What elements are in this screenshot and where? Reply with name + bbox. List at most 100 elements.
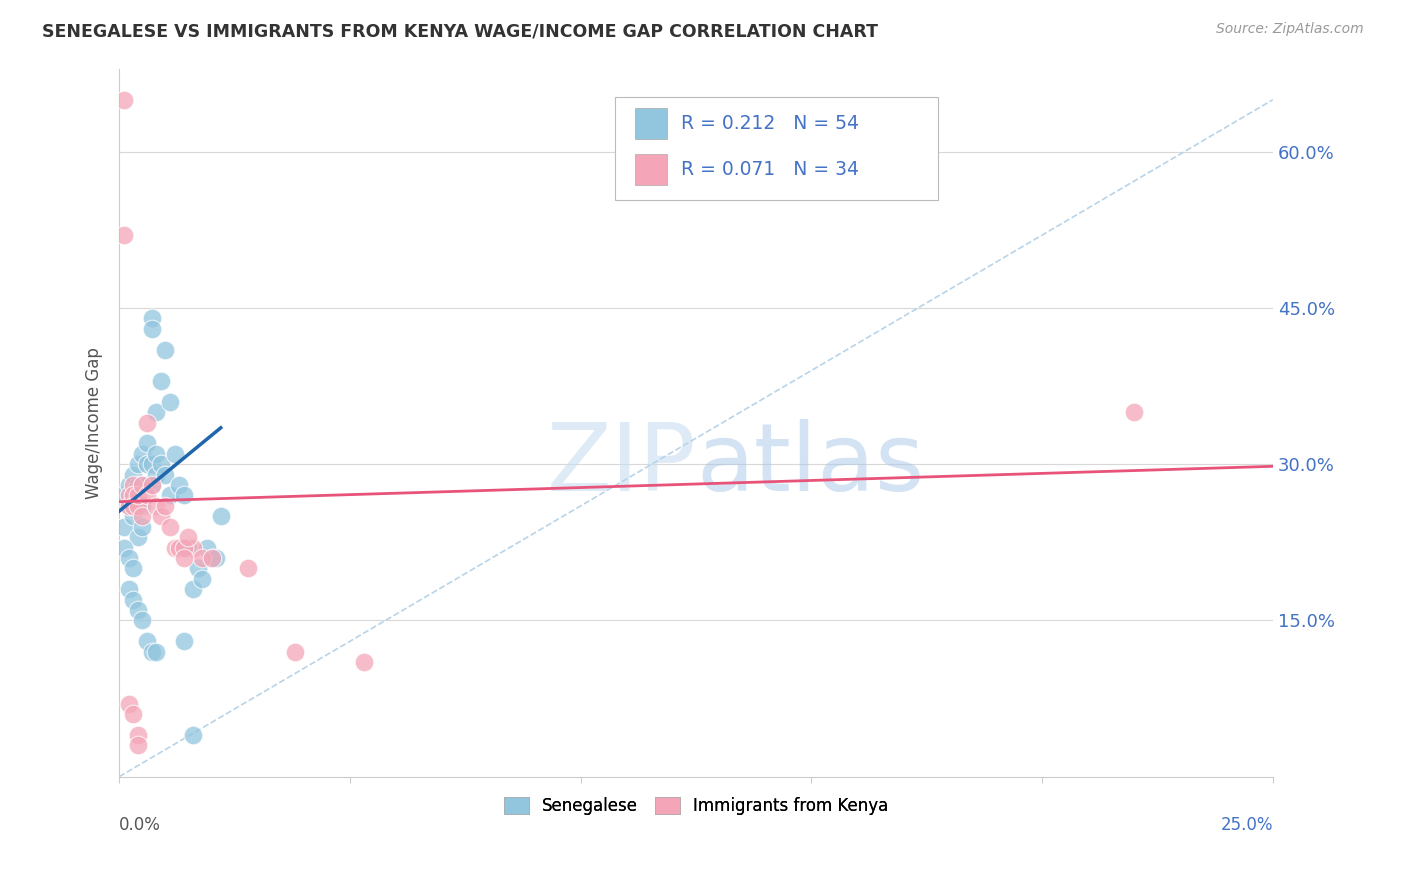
Text: Source: ZipAtlas.com: Source: ZipAtlas.com [1216,22,1364,37]
Point [145,447,167,461]
Point [155,499,177,513]
Point [122,561,145,575]
Point [136,478,159,492]
Point [112,93,135,107]
Point [173,634,195,648]
Point [177,541,200,555]
Point [122,488,145,502]
Point [353,655,375,669]
Point [145,645,167,659]
Point [127,739,149,753]
Point [177,530,200,544]
Point [136,416,159,430]
Point [284,645,307,659]
Point [136,457,159,471]
Point [136,634,159,648]
Point [127,488,149,502]
Text: 0.0%: 0.0% [120,815,162,833]
Point [163,541,186,555]
Text: atlas: atlas [696,419,924,511]
Point [149,509,172,524]
Point [163,447,186,461]
Point [117,582,139,597]
Legend: Senegalese, Immigrants from Kenya: Senegalese, Immigrants from Kenya [498,790,896,822]
Text: R = 0.071   N = 34: R = 0.071 N = 34 [681,160,859,178]
Point [155,467,177,482]
Point [131,509,153,524]
Point [131,499,153,513]
Point [117,488,139,502]
Point [117,697,139,711]
Point [127,603,149,617]
Point [238,561,260,575]
Point [131,614,153,628]
Point [173,550,195,565]
Point [181,582,204,597]
Point [117,499,139,513]
Point [127,499,149,513]
Text: SENEGALESE VS IMMIGRANTS FROM KENYA WAGE/INCOME GAP CORRELATION CHART: SENEGALESE VS IMMIGRANTS FROM KENYA WAGE… [42,22,879,40]
Point [149,457,172,471]
Point [191,550,214,565]
Point [187,561,209,575]
Point [200,550,222,565]
Point [191,572,214,586]
Point [1123,405,1146,419]
Point [127,728,149,742]
Point [127,478,149,492]
Point [167,478,190,492]
Point [136,436,159,450]
Point [127,530,149,544]
Point [167,541,190,555]
Point [181,541,204,555]
Point [122,509,145,524]
Point [122,592,145,607]
Point [122,488,145,502]
Point [159,394,181,409]
Text: ZIP: ZIP [547,419,696,511]
Point [209,509,232,524]
Y-axis label: Wage/Income Gap: Wage/Income Gap [86,347,103,499]
Point [117,499,139,513]
Point [141,645,163,659]
Point [112,488,135,502]
Point [145,499,167,513]
Point [173,541,195,555]
Point [122,478,145,492]
Point [159,519,181,533]
Point [122,499,145,513]
Point [131,447,153,461]
Point [155,343,177,357]
Point [117,550,139,565]
Point [131,519,153,533]
Point [127,499,149,513]
Bar [636,154,668,185]
Point [131,478,153,492]
Point [141,478,163,492]
Point [122,467,145,482]
Point [117,478,139,492]
Point [181,728,204,742]
Point [173,488,195,502]
Point [141,322,163,336]
Point [205,550,228,565]
Point [149,374,172,388]
Point [145,405,167,419]
Point [200,550,222,565]
Point [145,467,167,482]
Point [127,457,149,471]
Point [141,457,163,471]
Point [112,541,135,555]
Bar [636,108,668,138]
Point [159,488,181,502]
Point [136,488,159,502]
Point [141,478,163,492]
Point [112,519,135,533]
FancyBboxPatch shape [616,97,938,200]
Point [131,478,153,492]
Point [122,707,145,722]
Text: 25.0%: 25.0% [1220,815,1272,833]
Point [112,228,135,243]
Point [141,311,163,326]
Text: R = 0.212   N = 54: R = 0.212 N = 54 [681,114,859,133]
